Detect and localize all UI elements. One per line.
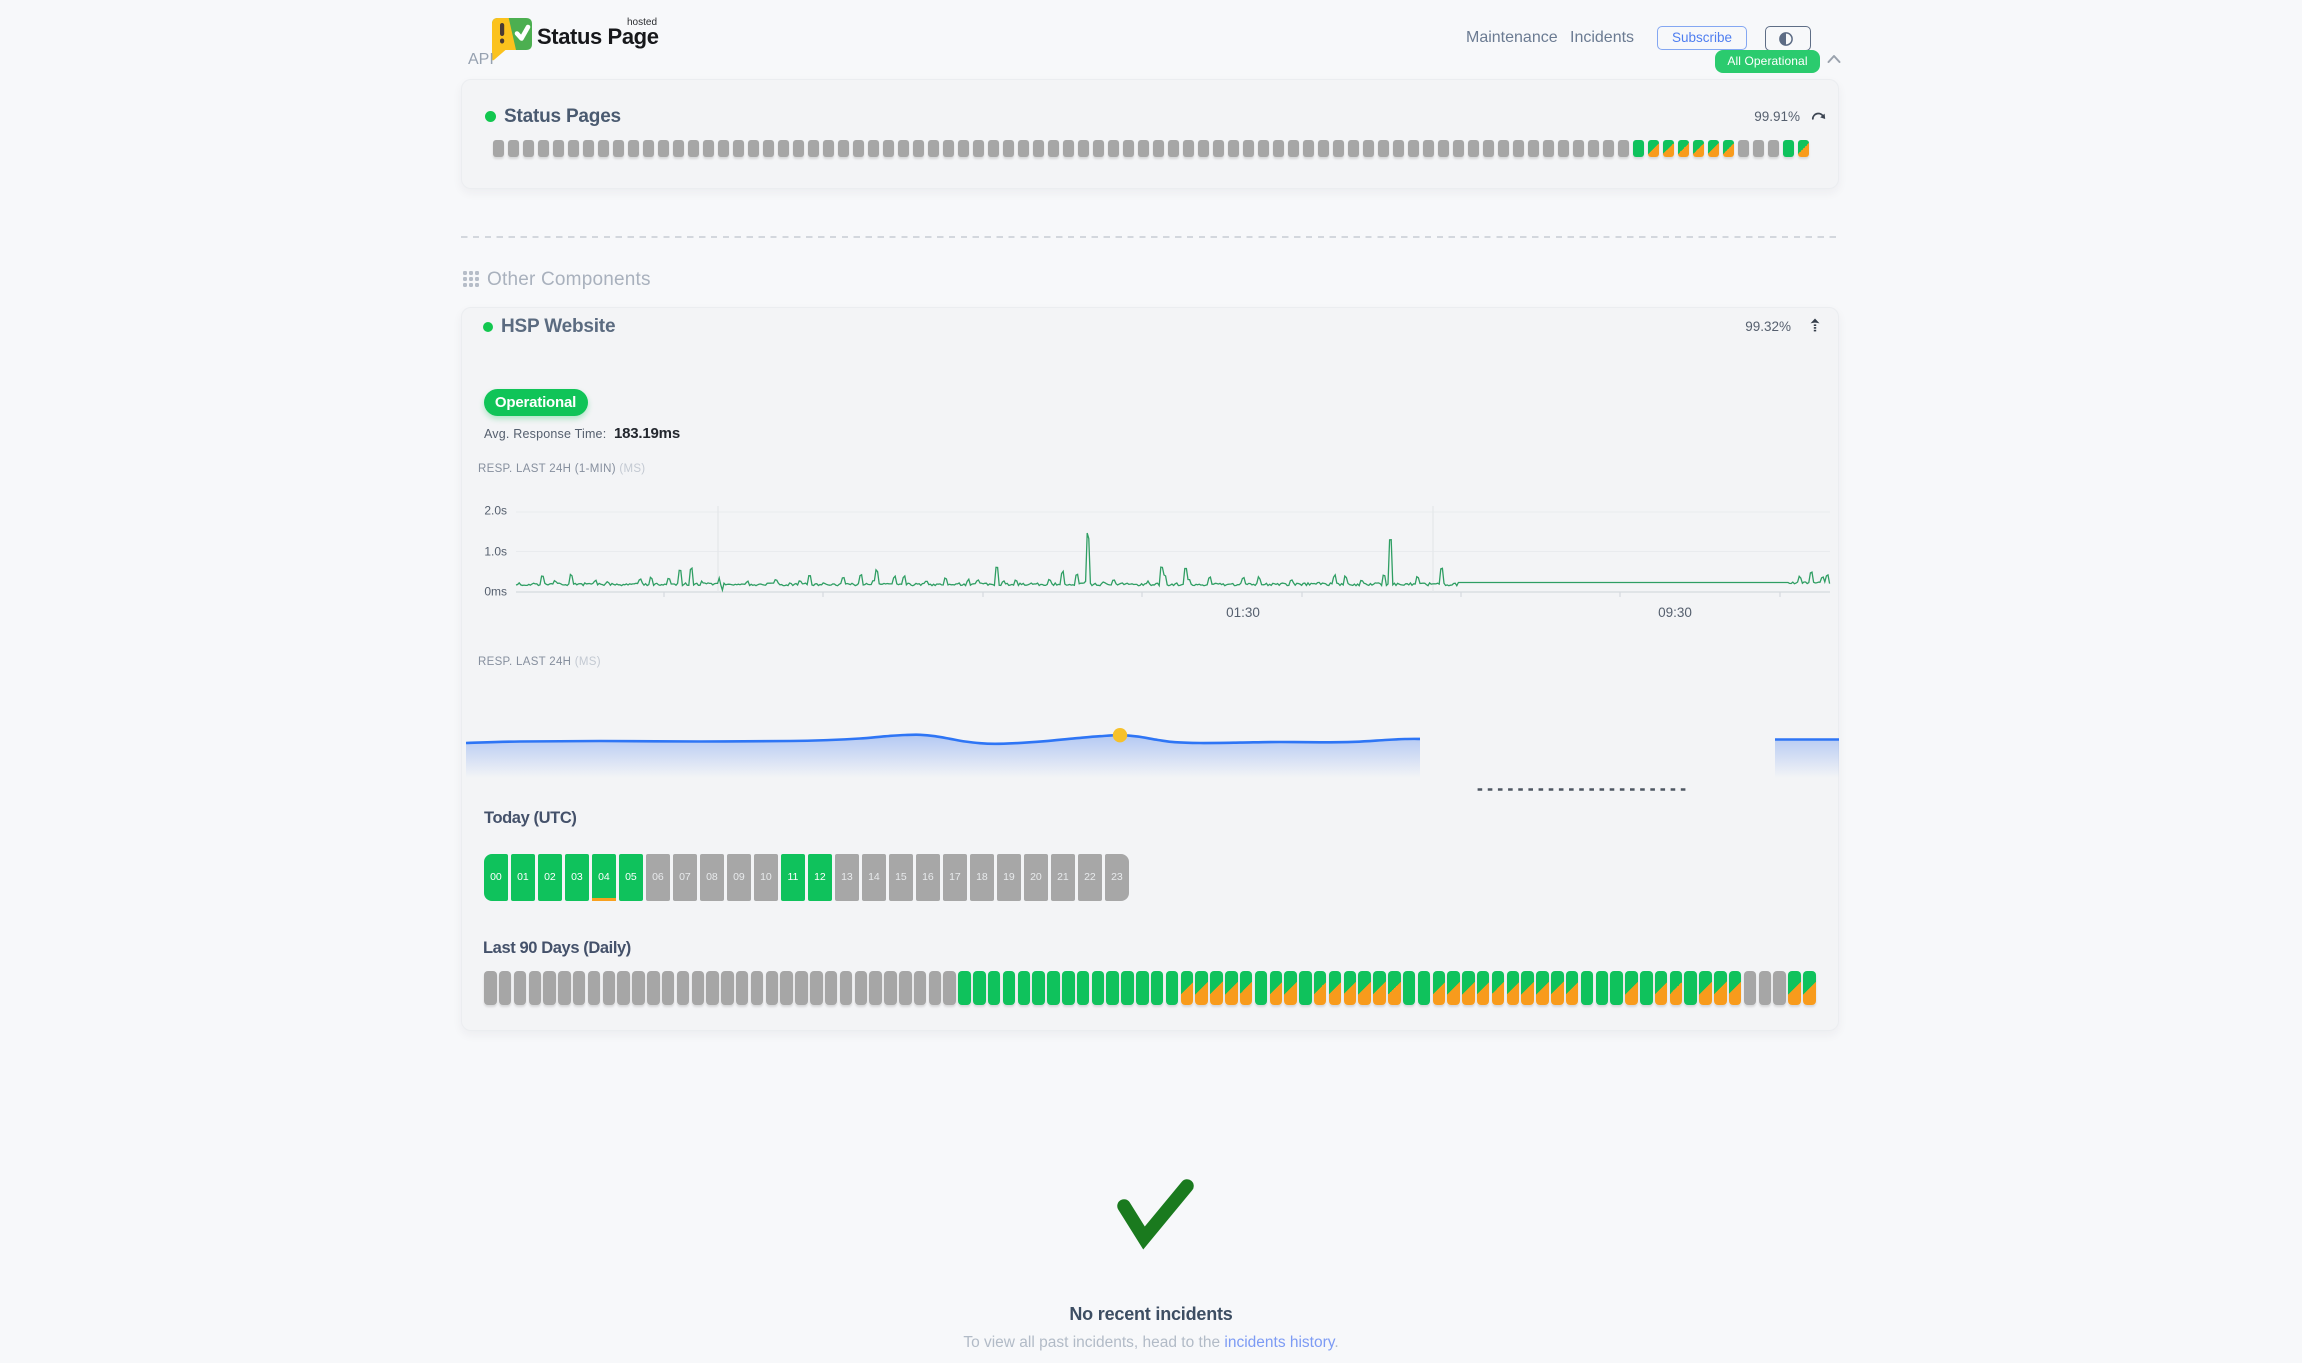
svg-text:1.0s: 1.0s (484, 545, 507, 559)
svg-text:09:30: 09:30 (1658, 605, 1692, 620)
svg-text:2.0s: 2.0s (484, 504, 507, 518)
svg-text:01:30: 01:30 (1226, 605, 1260, 620)
svg-text:0ms: 0ms (484, 585, 507, 599)
